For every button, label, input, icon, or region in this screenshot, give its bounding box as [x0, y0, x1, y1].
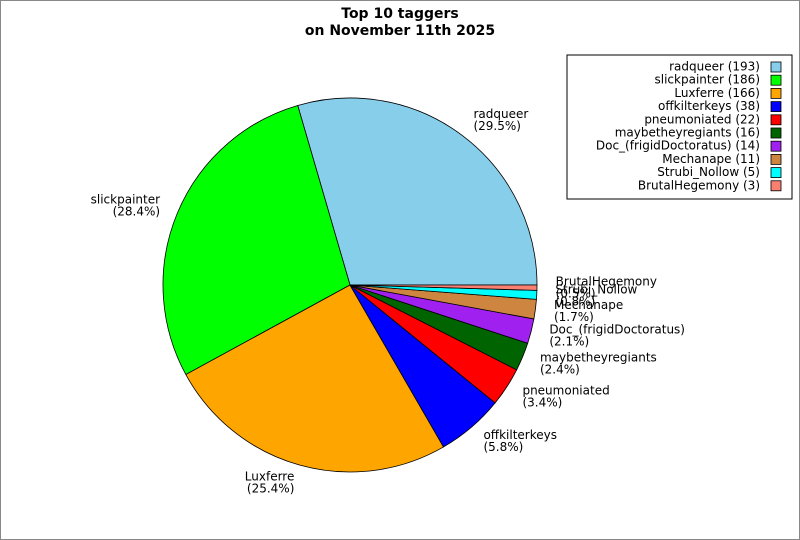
slice-percent: (3.4%) — [522, 396, 562, 410]
legend-swatch — [770, 127, 782, 139]
slice-percent: (25.4%) — [247, 482, 294, 496]
legend-label: maybetheyregiants (16) — [615, 126, 760, 140]
chart-subtitle: on November 11th 2025 — [305, 23, 495, 39]
slice-label: maybetheyregiants — [540, 350, 657, 364]
pie-slice — [162, 104, 351, 376]
slice-label: BrutalHegemony — [556, 274, 657, 288]
chart-title: Top 10 taggers — [341, 6, 458, 22]
legend-swatch — [770, 88, 782, 99]
legend-swatch — [770, 167, 782, 179]
legend-label: radqueer (193) — [669, 60, 760, 74]
slice-label: radqueer — [473, 107, 528, 121]
slice-percent: (2.1%) — [549, 334, 589, 348]
pie-slice — [297, 97, 538, 286]
slice-label: Mechanape — [554, 298, 623, 312]
legend-swatch — [770, 101, 782, 112]
pie-slice — [185, 284, 445, 473]
slice-percent: (28.4%) — [113, 205, 160, 219]
slice-label: Doc_(frigidDoctoratus) — [549, 322, 685, 336]
legend-swatch — [770, 61, 782, 73]
slice-label: Strubi_Nollow — [555, 282, 637, 296]
slice-label: offkilterkeys — [483, 428, 557, 442]
legend-label: Luxferre (166) — [674, 86, 760, 100]
legend-label: Mechanape (11) — [662, 152, 760, 166]
legend-label: BrutalHegemony (3) — [638, 178, 760, 192]
pie-slice — [349, 284, 538, 291]
legend-swatch — [770, 74, 782, 86]
slice-label: pneumoniated — [522, 384, 609, 398]
slice-percent: (2.4%) — [540, 362, 580, 376]
legend-label: Doc_(frigidDoctoratus) (14) — [596, 139, 760, 153]
legend-label: Strubi_Nollow (5) — [657, 165, 760, 179]
slice-label: Luxferre — [245, 470, 295, 484]
legend-label: slickpainter (186) — [655, 73, 760, 87]
legend-label: pneumoniated (22) — [644, 112, 760, 126]
legend-swatch — [770, 180, 782, 192]
legend-swatch — [770, 153, 782, 165]
legend-swatch — [770, 114, 782, 126]
legend-label: offkilterkeys (38) — [658, 99, 760, 113]
slice-percent: (29.5%) — [473, 119, 520, 133]
slice-percent: (0.8%) — [555, 294, 595, 308]
slice-percent: (0.5%) — [556, 286, 596, 300]
slice-percent: (1.7%) — [554, 310, 594, 324]
slice-label: slickpainter — [91, 193, 160, 207]
legend-swatch — [770, 140, 782, 152]
slice-percent: (5.8%) — [483, 440, 523, 454]
legend-box — [566, 54, 793, 200]
